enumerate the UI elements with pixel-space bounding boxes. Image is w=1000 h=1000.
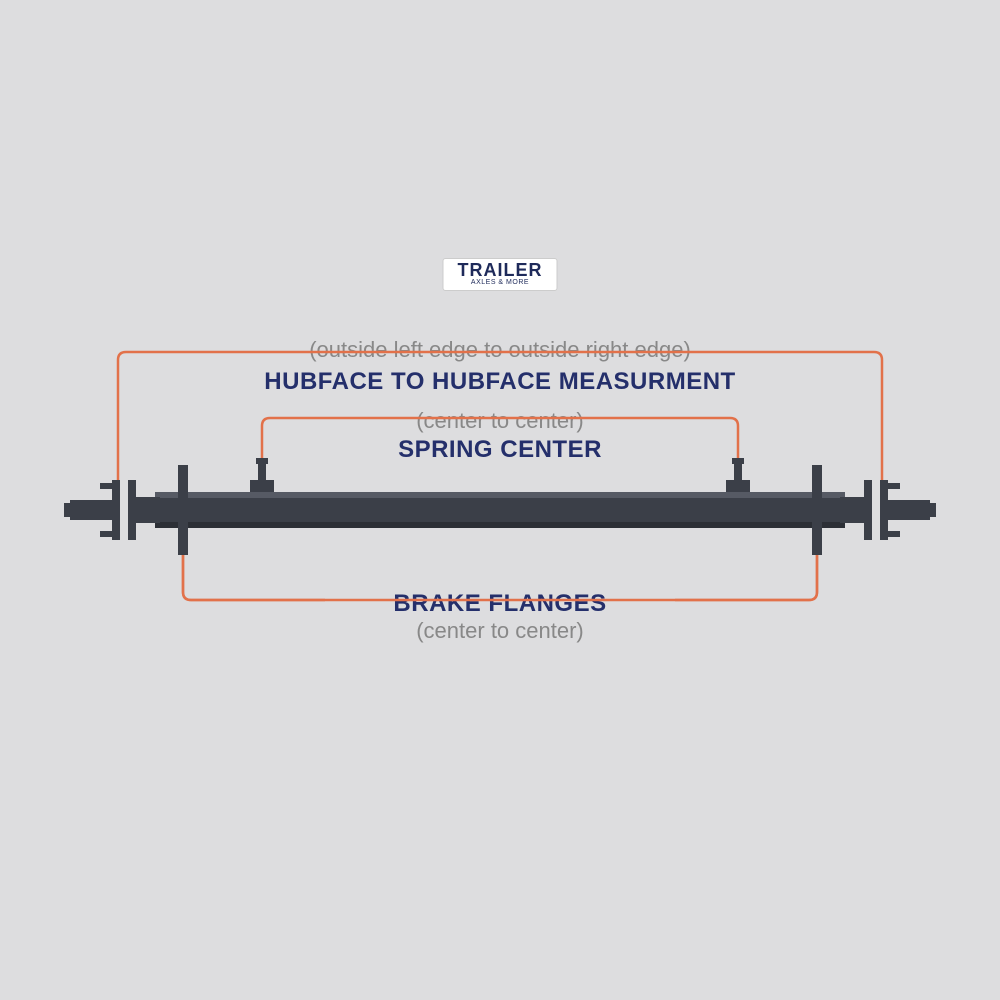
brake-bracket	[183, 530, 817, 600]
spring-seat-right	[726, 458, 750, 492]
hub-right	[840, 480, 936, 540]
brake-flange-left	[178, 465, 188, 555]
hubface-bracket	[118, 352, 882, 490]
axle-diagram	[0, 0, 1000, 1000]
hub-left	[64, 480, 160, 540]
spring-seat-left	[250, 458, 274, 492]
spring-bracket	[262, 418, 738, 470]
axle-assembly	[64, 458, 936, 555]
brake-flange-right	[812, 465, 822, 555]
